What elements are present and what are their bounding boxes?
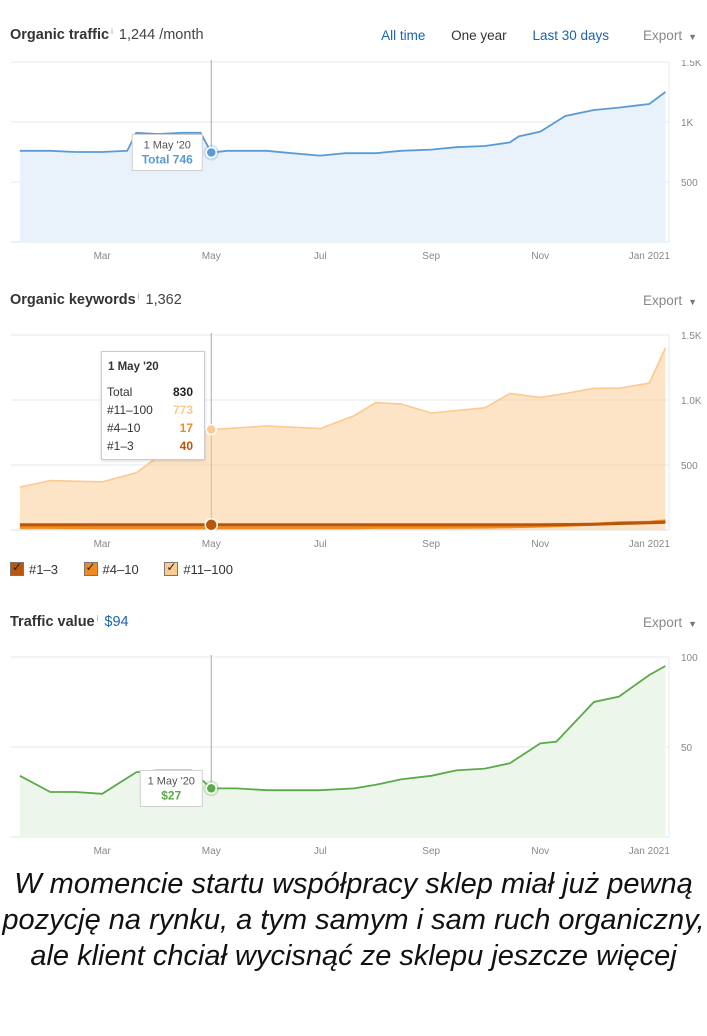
tooltip-value: 40 (179, 439, 193, 453)
tooltip-value: 830 (172, 385, 193, 399)
value-header: Traffic value i $94 Export ▼ (10, 614, 697, 636)
caret-down-icon: ▼ (688, 619, 697, 629)
value-amount: $94 (104, 614, 129, 630)
tooltip-label: #4–10 (107, 421, 141, 435)
x-tick-label: Jan 2021 (629, 846, 671, 857)
export-label: Export (643, 28, 683, 43)
x-tick-label: May (202, 539, 221, 550)
y-tick-label: 1K (681, 118, 694, 129)
tooltip-value: 773 (172, 403, 193, 417)
tooltip-date: 1 May '20 (144, 139, 191, 151)
x-tick-label: Jan 2021 (629, 539, 671, 550)
series-11-100-area[interactable] (19, 347, 667, 488)
series-11-100-fill (19, 348, 666, 530)
tooltip-label: #11–100 (107, 403, 153, 417)
export-button-traffic[interactable]: Export ▼ (643, 28, 697, 43)
traffic-value: 1,244 /month (118, 27, 204, 43)
caption: W momencie startu współpracy sklep miał … (2, 868, 705, 972)
export-button-value[interactable]: Export ▼ (643, 615, 697, 630)
legend-label: #4–10 (102, 562, 139, 577)
traffic-chart[interactable]: 500 1K 1.5K Mar May Jul Sep Nov Jan 2021 1 May '2… (0, 60, 707, 270)
keywords-title-text: Organic keywords (10, 292, 136, 308)
caret-down-icon: ▼ (688, 32, 697, 42)
keywords-title: Organic keywords i 1,362 (10, 292, 182, 308)
x-tick-label: May (202, 846, 221, 857)
x-tick-label: Mar (94, 251, 112, 262)
x-tick-label: Nov (531, 846, 549, 857)
series-line[interactable] (19, 665, 666, 795)
y-tick-label: 500 (681, 461, 698, 472)
y-tick-label: 500 (681, 178, 698, 189)
y-tick-label: 1.0K (681, 396, 702, 407)
y-tick-label: 100 (681, 653, 698, 664)
tooltip-value: 17 (179, 421, 193, 435)
checkbox-icon[interactable] (83, 560, 98, 576)
caret-down-icon: ▼ (688, 297, 697, 307)
x-tick-label: Sep (422, 539, 440, 550)
x-tick-label: Sep (422, 846, 440, 857)
x-tick-label: Jul (314, 846, 327, 857)
info-icon[interactable]: i (111, 27, 113, 36)
traffic-title-text: Organic traffic (10, 27, 110, 43)
y-tick-label: 1.5K (681, 60, 702, 69)
series-area-fill (19, 666, 666, 837)
tab-one-year[interactable]: One year (451, 28, 507, 43)
tab-all-time[interactable]: All time (381, 28, 426, 43)
checkbox-icon[interactable] (164, 560, 179, 576)
legend-item-4-10[interactable]: #4–10 (83, 560, 139, 577)
hover-point (204, 518, 219, 532)
tab-last-30-days[interactable]: Last 30 days (532, 28, 609, 43)
range-tabs: All time One year Last 30 days (359, 28, 609, 43)
tooltip-date: 1 May '20 (148, 775, 195, 787)
legend-label: #1–3 (29, 562, 58, 577)
keywords-value: 1,362 (145, 292, 182, 308)
tooltip-date: 1 May '20 (108, 361, 159, 373)
x-tick-label: Jul (314, 539, 327, 550)
hover-point (205, 782, 218, 795)
value-title: Traffic value i $94 (10, 614, 129, 630)
x-tick-label: Sep (422, 251, 440, 262)
tooltip-box (131, 133, 203, 171)
traffic-header: Organic traffic i 1,244 /month All time On… (10, 27, 697, 49)
info-icon[interactable]: i (137, 292, 140, 301)
keywords-header: Organic keywords i 1,362 Export ▼ (10, 292, 697, 314)
legend-item-11-100[interactable]: #11–100 (164, 560, 233, 577)
x-tick-label: Nov (531, 251, 549, 262)
x-tick-label: Mar (94, 539, 112, 550)
info-icon[interactable]: i (96, 614, 99, 623)
hover-point (205, 423, 218, 436)
keywords-tooltip: 1 May '20 Total 830 #11–100 773 #4–10 17 #1… (101, 351, 205, 460)
legend-item-1-3[interactable]: #1–3 (10, 560, 58, 577)
x-tick-label: Jan 2021 (629, 251, 671, 262)
tooltip-label: Total (107, 385, 133, 399)
y-tick-label: 50 (681, 743, 693, 754)
export-label: Export (643, 615, 683, 630)
traffic-title: Organic traffic i 1,244 /month (10, 27, 204, 43)
export-label: Export (643, 293, 683, 308)
x-tick-label: Mar (94, 846, 112, 857)
x-tick-label: May (202, 251, 221, 262)
tooltip-total: Total 746 (142, 152, 193, 166)
x-tick-label: Nov (531, 539, 549, 550)
hover-point (205, 146, 218, 159)
export-button-keywords[interactable]: Export ▼ (643, 293, 697, 308)
value-chart[interactable]: 50 100 Mar May Jul Sep Nov Jan 2021 1 May '20$27 (0, 650, 707, 865)
tooltip-box (139, 769, 203, 807)
checkbox-icon[interactable] (10, 560, 24, 576)
x-tick-label: Jul (314, 251, 327, 262)
keywords-legend: #1–3 #4–10 #11–100 (10, 560, 255, 577)
value-title-text: Traffic value (10, 614, 95, 630)
legend-label: #11–100 (183, 562, 233, 577)
series-1-3-line[interactable] (19, 520, 666, 527)
tooltip-label: #1–3 (107, 439, 134, 453)
y-tick-label: 1.5K (681, 331, 702, 342)
series-area-fill (19, 92, 666, 242)
tooltip-total: $27 (161, 788, 181, 802)
